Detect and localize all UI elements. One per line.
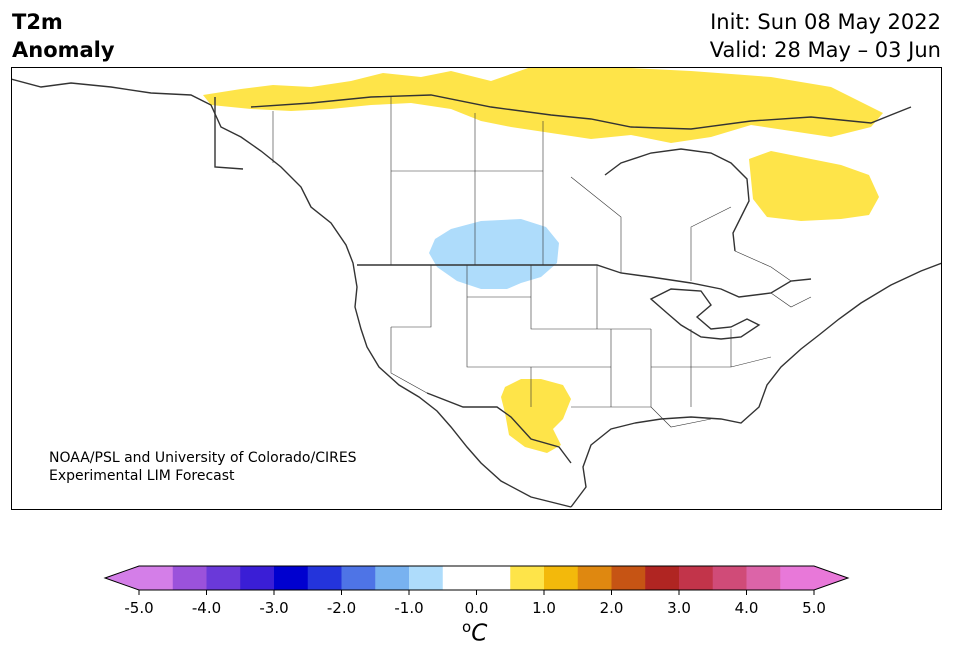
hudson-bay (604, 148, 750, 252)
arctic-coast (250, 94, 912, 130)
map-background (11, 67, 942, 510)
colorbar-cell (442, 566, 477, 590)
north-america-map (11, 67, 942, 510)
colorbar-tick-label: -3.0 (259, 599, 289, 617)
colorbar-min-arrow (105, 566, 139, 590)
warm-anomaly-quebec (749, 151, 879, 221)
colorbar-cell (307, 566, 342, 590)
colorbar-cell (746, 566, 781, 590)
colorbar-cell (577, 566, 612, 590)
colorbar-unit-label: oC (462, 618, 487, 647)
colorbar-tick-label: 4.0 (734, 599, 759, 617)
colorbar-tick-label: -1.0 (394, 599, 424, 617)
colorbar-outline (103, 565, 850, 591)
credit-text: NOAA/PSL and University of Colorado/CIRE… (49, 449, 357, 485)
colorbar-cell (172, 566, 207, 590)
colorbar-cell (240, 566, 275, 590)
province-state-lines (272, 97, 812, 428)
title-line-1: T2m (12, 10, 63, 34)
colorbar-max-arrow (814, 566, 848, 590)
cool-anomaly-prairies (429, 219, 559, 289)
boundaries (11, 78, 942, 508)
credit-line-1: NOAA/PSL and University of Colorado/CIRE… (49, 450, 357, 466)
colorbar-cell (409, 566, 444, 590)
warm-anomaly-southwest (501, 379, 571, 453)
colorbar-tick-label: -5.0 (124, 599, 154, 617)
colorbar-cell (139, 566, 174, 590)
colorbar-cell (712, 566, 747, 590)
colorbar-cell (341, 566, 376, 590)
colorbar-cell (780, 566, 815, 590)
colorbar-tick-label: 5.0 (802, 599, 826, 617)
colorbar-cell (375, 566, 410, 590)
colorbar-tick-label: 3.0 (667, 599, 691, 617)
colorbar-cell (679, 566, 714, 590)
great-lakes (649, 288, 761, 340)
unit-base: C (471, 620, 488, 647)
colorbar-tick-label: 2.0 (599, 599, 624, 617)
colorbar-cell (544, 566, 579, 590)
gulf-coastline (570, 262, 942, 508)
colorbar-cell (510, 566, 545, 590)
us-mexico-border (426, 392, 572, 464)
title-line-2: Anomaly (12, 38, 115, 62)
colorbar-tick-label: -4.0 (191, 599, 222, 617)
pacific-coastline (11, 78, 572, 508)
colorbar-tick-marks (138, 590, 815, 595)
init-date: Init: Sun 08 May 2022 (710, 10, 941, 34)
colorbar-cell (274, 566, 309, 590)
map-title: T2m Anomaly (12, 8, 115, 64)
date-info: Init: Sun 08 May 2022 Valid: 28 May – 03… (710, 8, 941, 64)
map-frame (11, 67, 942, 510)
colorbar-cell (476, 566, 511, 590)
canada-us-border (357, 264, 812, 298)
colorbar-tick-label: -2.0 (326, 599, 357, 617)
alaska-border (214, 97, 244, 170)
anomaly-fields (203, 67, 883, 453)
colorbar-tick-label: 1.0 (532, 599, 556, 617)
colorbar-cell (611, 566, 646, 590)
warm-anomaly-arctic (203, 67, 883, 143)
colorbar-tick-label: 0.0 (464, 599, 489, 617)
credit-line-2: Experimental LIM Forecast (49, 468, 235, 484)
colorbar-cell (206, 566, 241, 590)
unit-superscript: o (462, 618, 472, 636)
colorbar-cell (645, 566, 680, 590)
colorbar-cells (139, 566, 815, 590)
valid-date: Valid: 28 May – 03 Jun (709, 38, 941, 62)
